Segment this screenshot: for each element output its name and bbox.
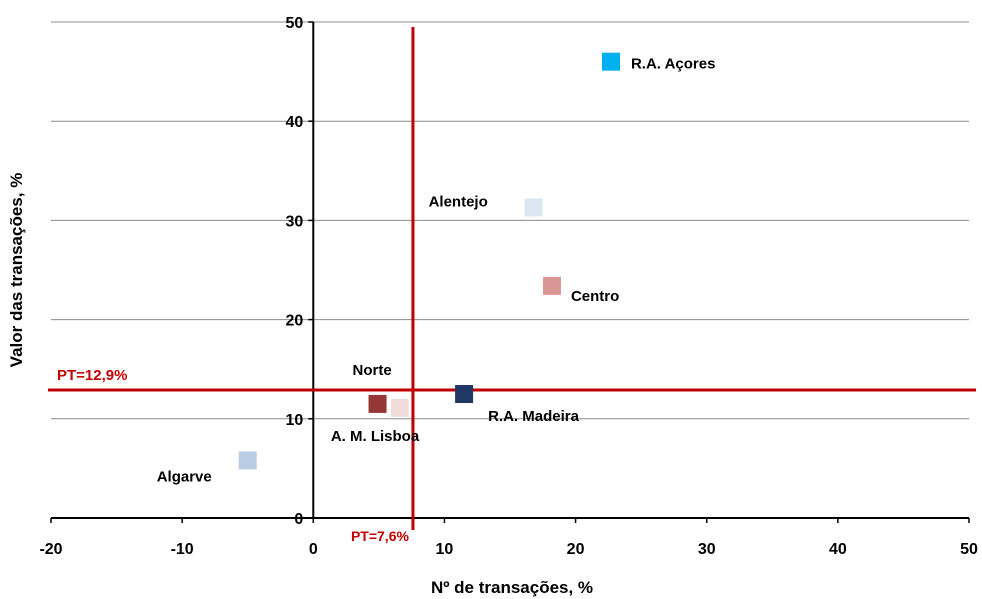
data-label: Algarve <box>157 468 212 485</box>
y-tick-label: 50 <box>285 15 303 32</box>
x-axis-title: Nº de transações, % <box>431 578 593 597</box>
x-tick-label: -20 <box>39 541 62 558</box>
data-point <box>601 52 620 71</box>
tick-labels: -20 -10 0 10 20 30 40 50 0 10 20 30 40 50 PT=7,6% PT=12… <box>39 15 978 558</box>
x-tick-label: 50 <box>960 541 978 558</box>
y-tick-label: 20 <box>285 313 303 330</box>
y-axis-title: Valor das transações, % <box>7 173 26 368</box>
y-tick-label: 30 <box>285 213 303 230</box>
gridlines <box>51 21 969 420</box>
data-label: Norte <box>353 362 392 379</box>
x-tick-label: 0 <box>309 541 318 558</box>
data-label: R.A. Açores <box>631 56 715 73</box>
data-point <box>390 398 409 417</box>
x-tick-label: 30 <box>698 541 716 558</box>
data-label: Alentejo <box>429 194 488 211</box>
x-tick-label: 10 <box>436 541 454 558</box>
data-point <box>455 385 474 403</box>
point-labels: R.A. Açores Alentejo Centro R.A. Madeira Nor… <box>157 56 716 486</box>
data-point <box>368 394 387 413</box>
data-point <box>524 198 543 217</box>
x-tick-label: 20 <box>567 541 585 558</box>
y-tick-label: 40 <box>285 114 303 131</box>
data-points <box>238 52 620 470</box>
x-tick-label: -10 <box>171 541 194 558</box>
x-tick-label: 40 <box>829 541 847 558</box>
data-point <box>238 451 257 470</box>
data-label: R.A. Madeira <box>488 408 580 425</box>
y-tick-label: 10 <box>285 412 303 429</box>
axes <box>50 21 970 523</box>
data-label: A. M. Lisboa <box>331 428 420 445</box>
data-point <box>542 276 561 295</box>
reference-label-y: PT=12,9% <box>57 367 127 384</box>
reference-lines <box>48 27 976 530</box>
data-label: Centro <box>571 288 619 305</box>
reference-label-x: PT=7,6% <box>351 528 410 544</box>
y-tick-label: 0 <box>294 511 303 528</box>
